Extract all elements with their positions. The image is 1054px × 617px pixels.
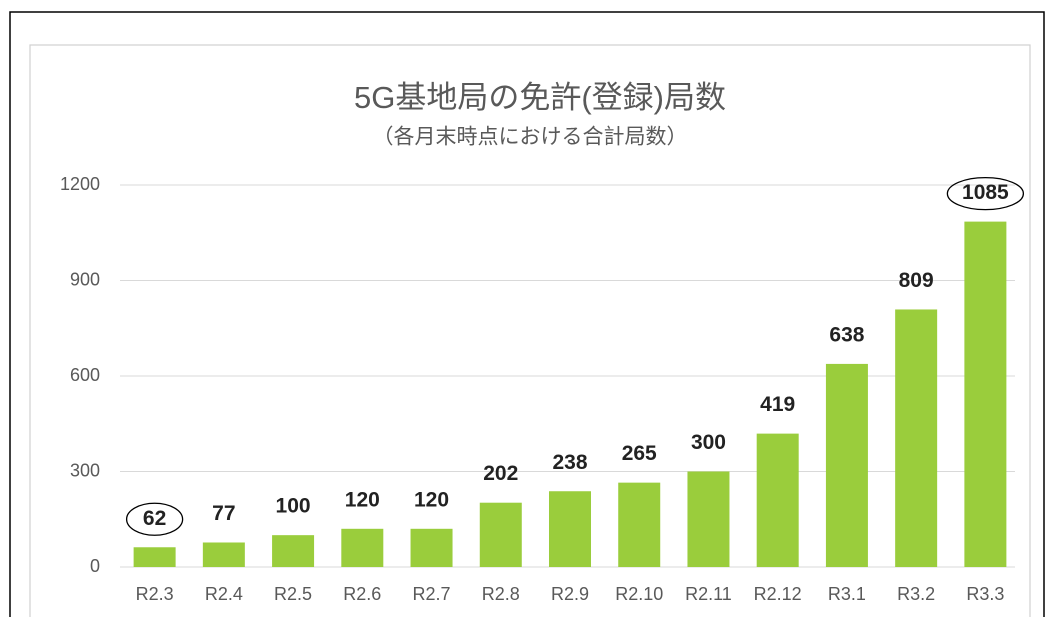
x-tick-label: R2.7 <box>413 584 451 604</box>
bar <box>964 221 1007 567</box>
x-tick-label: R2.12 <box>754 584 802 604</box>
data-label: 300 <box>691 431 726 454</box>
x-tick-label: R2.10 <box>615 584 663 604</box>
bar <box>756 433 799 567</box>
data-label: 62 <box>143 507 166 530</box>
chart-title: 5G基地局の免許(登録)局数 <box>354 80 726 115</box>
x-tick-label: R2.6 <box>343 584 381 604</box>
y-tick-label: 1200 <box>60 174 100 194</box>
data-label: 638 <box>829 323 864 346</box>
data-label: 77 <box>212 502 235 525</box>
x-tick-label: R2.8 <box>482 584 520 604</box>
highlight-ellipse <box>125 502 184 536</box>
x-tick-label: R2.3 <box>136 584 174 604</box>
highlight-ellipse <box>946 176 1025 211</box>
x-tick-label: R3.3 <box>966 584 1004 604</box>
bar <box>272 535 315 567</box>
y-tick-label: 0 <box>90 556 100 576</box>
data-label: 100 <box>276 495 311 518</box>
bar <box>825 363 868 567</box>
bar <box>687 471 730 567</box>
data-label: 238 <box>552 451 587 474</box>
y-tick-label: 900 <box>70 269 100 289</box>
bar <box>549 491 591 567</box>
bar <box>133 547 176 567</box>
data-label: 265 <box>622 442 657 465</box>
bar <box>341 528 384 567</box>
x-tick-label: R2.11 <box>685 584 732 604</box>
x-tick-label: R2.9 <box>551 584 589 604</box>
bar <box>479 502 522 567</box>
x-tick-label: R2.5 <box>274 584 312 604</box>
x-tick-label: R3.1 <box>828 584 866 604</box>
bar <box>895 309 938 567</box>
bar <box>410 528 453 567</box>
outer-frame <box>9 11 1045 617</box>
data-label: 120 <box>414 488 449 511</box>
bar <box>618 482 661 567</box>
x-tick-label: R2.4 <box>205 584 243 604</box>
x-tick-label: R3.2 <box>897 584 935 604</box>
bar <box>202 542 245 567</box>
data-label: 419 <box>760 393 795 416</box>
y-tick-label: 600 <box>70 365 100 385</box>
data-label: 202 <box>483 462 518 485</box>
data-label: 120 <box>345 488 380 511</box>
data-label: 1085 <box>962 181 1009 204</box>
y-tick-label: 300 <box>70 460 100 480</box>
chart-subtitle: （各月末時点における合計局数） <box>373 126 688 149</box>
data-label: 809 <box>899 269 934 292</box>
